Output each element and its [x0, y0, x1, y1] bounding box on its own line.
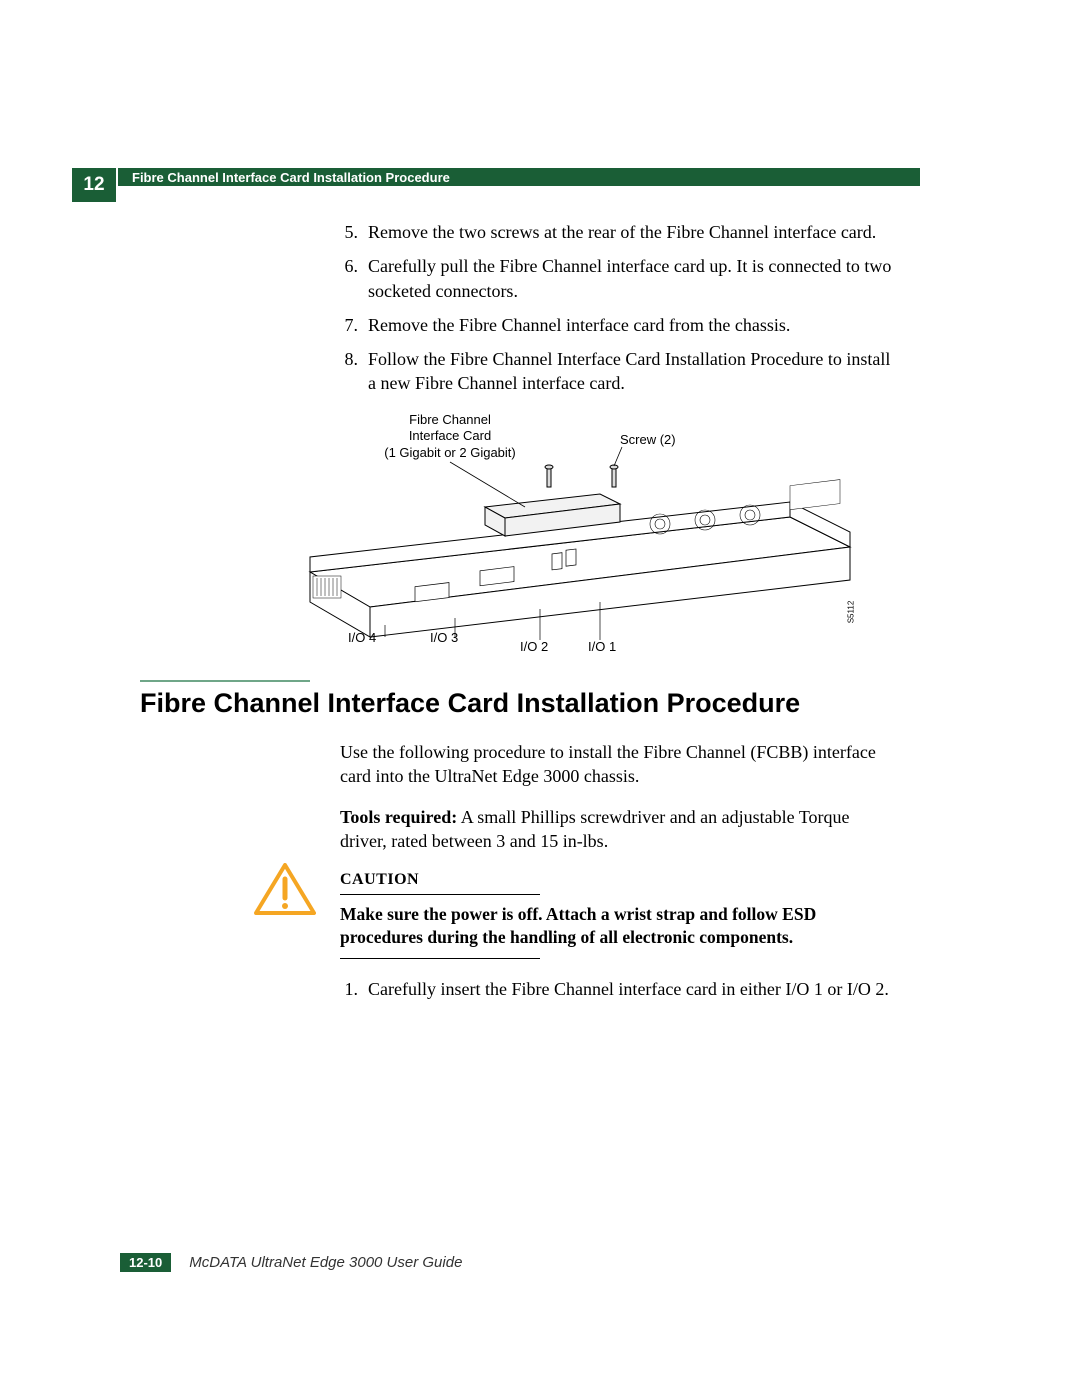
figure-label-io4: I/O 4	[348, 630, 376, 646]
running-header-bar: Fibre Channel Interface Card Installatio…	[118, 168, 920, 186]
page-number: 12-10	[120, 1253, 171, 1272]
section-body: Use the following procedure to install t…	[340, 740, 900, 1011]
chassis-figure: Fibre Channel Interface Card (1 Gigabit …	[250, 412, 900, 657]
step-number: 1.	[340, 977, 368, 1001]
running-header-text: Fibre Channel Interface Card Installatio…	[132, 170, 450, 185]
chapter-number: 12	[83, 174, 104, 196]
caution-label: CAUTION	[340, 869, 900, 891]
tools-paragraph: Tools required: A small Phillips screwdr…	[340, 805, 900, 854]
figure-label-io2: I/O 2	[520, 639, 548, 655]
page-footer: 12-10 McDATA UltraNet Edge 3000 User Gui…	[120, 1253, 462, 1272]
step-number: 7.	[340, 313, 368, 337]
figure-label-line: Fibre Channel	[409, 412, 491, 427]
numbered-steps-bottom: 1. Carefully insert the Fibre Channel in…	[340, 977, 900, 1001]
figure-label-line: (1 Gigabit or 2 Gigabit)	[384, 445, 516, 460]
step-text: Follow the Fibre Channel Interface Card …	[368, 347, 900, 396]
figure-label-io3: I/O 3	[430, 630, 458, 646]
step-text: Carefully insert the Fibre Channel inter…	[368, 977, 900, 1001]
heading-rule	[140, 680, 310, 682]
footer-doc-title: McDATA UltraNet Edge 3000 User Guide	[189, 1254, 462, 1271]
step-item: 6. Carefully pull the Fibre Channel inte…	[340, 254, 900, 303]
figure-code: S5112	[846, 601, 856, 624]
chassis-svg	[250, 412, 900, 657]
tools-label: Tools required:	[340, 807, 457, 827]
numbered-steps-top: 5. Remove the two screws at the rear of …	[340, 220, 900, 396]
figure-label-io1: I/O 1	[588, 639, 616, 655]
caution-rule-top	[340, 894, 540, 895]
figure-label-screw: Screw (2)	[620, 432, 676, 448]
figure-label-line: Interface Card	[409, 428, 491, 443]
caution-icon	[254, 863, 316, 923]
step-number: 5.	[340, 220, 368, 244]
step-text: Remove the Fibre Channel interface card …	[368, 313, 900, 337]
section-heading-block: Fibre Channel Interface Card Installatio…	[140, 680, 920, 719]
step-text: Remove the two screws at the rear of the…	[368, 220, 900, 244]
caution-block: CAUTION Make sure the power is off. Atta…	[340, 869, 900, 959]
chapter-number-tab: 12	[72, 168, 116, 202]
step-item: 1. Carefully insert the Fibre Channel in…	[340, 977, 900, 1001]
step-item: 7. Remove the Fibre Channel interface ca…	[340, 313, 900, 337]
step-number: 8.	[340, 347, 368, 396]
step-item: 8. Follow the Fibre Channel Interface Ca…	[340, 347, 900, 396]
section-heading: Fibre Channel Interface Card Installatio…	[140, 688, 920, 719]
caution-rule-bottom	[340, 958, 540, 959]
figure-label-card: Fibre Channel Interface Card (1 Gigabit …	[350, 412, 550, 461]
top-steps-block: 5. Remove the two screws at the rear of …	[340, 220, 900, 406]
step-item: 5. Remove the two screws at the rear of …	[340, 220, 900, 244]
step-number: 6.	[340, 254, 368, 303]
caution-text: Make sure the power is off. Attach a wri…	[340, 903, 900, 950]
step-text: Carefully pull the Fibre Channel interfa…	[368, 254, 900, 303]
intro-paragraph: Use the following procedure to install t…	[340, 740, 900, 789]
